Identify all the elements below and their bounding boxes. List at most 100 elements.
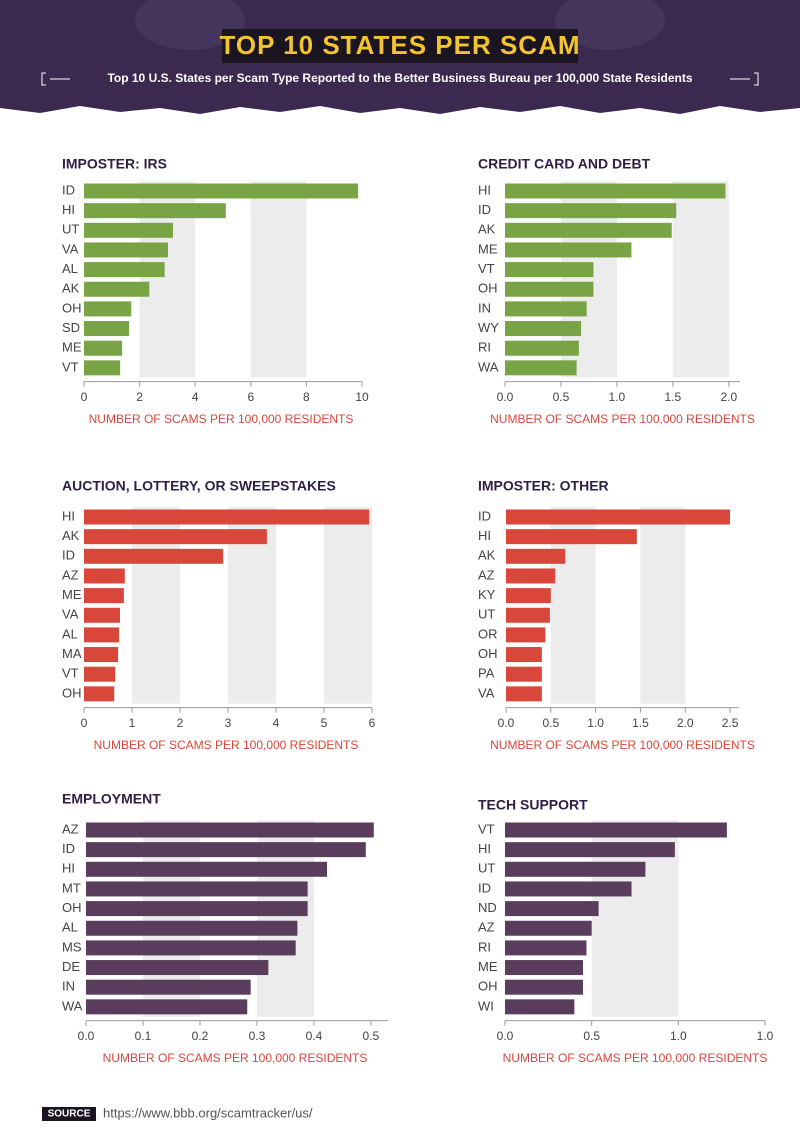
- panel-title: CREDIT CARD AND DEBT: [478, 156, 651, 172]
- category-label: VA: [478, 685, 495, 700]
- title-strip: [222, 29, 578, 63]
- bar: [84, 301, 132, 317]
- category-label: ND: [478, 900, 497, 915]
- category-label: SD: [62, 320, 80, 335]
- category-label: AK: [62, 281, 80, 296]
- header-spotlight: [555, 0, 665, 50]
- x-tick-label: 2.0: [720, 390, 737, 404]
- category-label: HI: [478, 841, 491, 856]
- bar: [505, 262, 594, 278]
- x-tick-label: 2.5: [722, 716, 739, 730]
- bar: [506, 509, 731, 525]
- category-label: AL: [62, 261, 78, 276]
- bar: [506, 588, 551, 604]
- category-label: OR: [478, 626, 498, 641]
- bar: [84, 588, 124, 604]
- bar: [84, 281, 150, 297]
- x-tick-label: 1.0: [587, 716, 604, 730]
- x-tick-label: 2.0: [677, 716, 694, 730]
- x-axis-label: NUMBER OF SCAMS PER 100,000 RESIDENTS: [490, 738, 755, 752]
- bar: [84, 529, 267, 545]
- panel-title: IMPOSTER: IRS: [62, 156, 167, 172]
- category-label: ID: [478, 508, 491, 523]
- x-tick-label: 4: [192, 390, 199, 404]
- x-axis-label: NUMBER OF SCAMS PER 100,000 RESIDENTS: [490, 412, 755, 426]
- bar: [84, 548, 224, 564]
- x-tick-label: 0.0: [497, 1029, 514, 1043]
- category-label: AZ: [478, 567, 495, 582]
- header-subtitle: Top 10 U.S. States per Scam Type Reporte…: [107, 71, 692, 85]
- category-label: VT: [62, 359, 79, 374]
- x-tick-label: 0.5: [542, 716, 559, 730]
- bar: [84, 360, 121, 376]
- category-label: OH: [478, 281, 498, 296]
- bar: [86, 901, 308, 917]
- category-label: VT: [62, 666, 79, 681]
- category-label: ID: [62, 548, 75, 563]
- x-tick-label: 1.0: [670, 1029, 687, 1043]
- bar: [506, 627, 546, 643]
- category-label: AL: [62, 626, 78, 641]
- bar: [505, 901, 599, 917]
- category-label: RI: [478, 939, 491, 954]
- category-label: OH: [62, 900, 82, 915]
- bar: [506, 568, 556, 584]
- bar: [86, 920, 298, 936]
- bar: [84, 509, 370, 525]
- category-label: MT: [62, 880, 81, 895]
- bar: [505, 842, 675, 858]
- bar: [505, 881, 632, 897]
- category-label: KY: [478, 587, 496, 602]
- category-label: VT: [478, 261, 495, 276]
- category-label: ID: [478, 202, 491, 217]
- grid-band: [324, 507, 372, 704]
- bar: [505, 203, 677, 219]
- bar: [86, 979, 251, 995]
- subtitle-decoration: [41, 72, 759, 86]
- category-label: OH: [478, 979, 498, 994]
- source-badge: [42, 1107, 96, 1121]
- x-tick-label: 1.0: [609, 390, 626, 404]
- category-label: WA: [478, 359, 499, 374]
- category-label: PA: [478, 666, 495, 681]
- x-tick-label: 0.2: [192, 1029, 209, 1043]
- category-label: ID: [478, 880, 491, 895]
- x-tick-label: 0.1: [135, 1029, 152, 1043]
- bar: [84, 242, 168, 258]
- panel-title: TECH SUPPORT: [478, 797, 588, 813]
- category-label: OH: [478, 646, 498, 661]
- bar: [505, 281, 594, 297]
- category-label: WA: [62, 998, 83, 1013]
- x-tick-label: 2: [136, 390, 143, 404]
- bar: [506, 548, 566, 564]
- category-label: HI: [478, 528, 491, 543]
- bar: [505, 301, 587, 317]
- bar: [506, 666, 542, 682]
- bar: [84, 222, 173, 238]
- x-tick-label: 2: [177, 716, 184, 730]
- bar: [505, 960, 583, 976]
- x-tick-label: 1.5: [632, 716, 649, 730]
- source-label: SOURCE: [48, 1109, 91, 1120]
- grid-band: [672, 181, 729, 378]
- category-label: ME: [478, 241, 498, 256]
- x-tick-label: 1.5: [665, 390, 682, 404]
- bar: [505, 360, 577, 376]
- category-label: DE: [62, 959, 80, 974]
- x-tick-label: 1.0: [757, 1029, 774, 1043]
- bar: [84, 666, 116, 682]
- x-tick-label: 8: [303, 390, 310, 404]
- x-tick-label: 0: [81, 390, 88, 404]
- bar: [86, 842, 366, 858]
- bar: [84, 627, 120, 643]
- category-label: AK: [62, 528, 80, 543]
- bar: [505, 861, 646, 877]
- category-label: AK: [478, 222, 496, 237]
- category-label: WI: [478, 998, 494, 1013]
- bar: [506, 607, 550, 623]
- x-tick-label: 0.5: [553, 390, 570, 404]
- category-label: ME: [62, 340, 82, 355]
- bar: [505, 940, 587, 956]
- category-label: AZ: [62, 567, 79, 582]
